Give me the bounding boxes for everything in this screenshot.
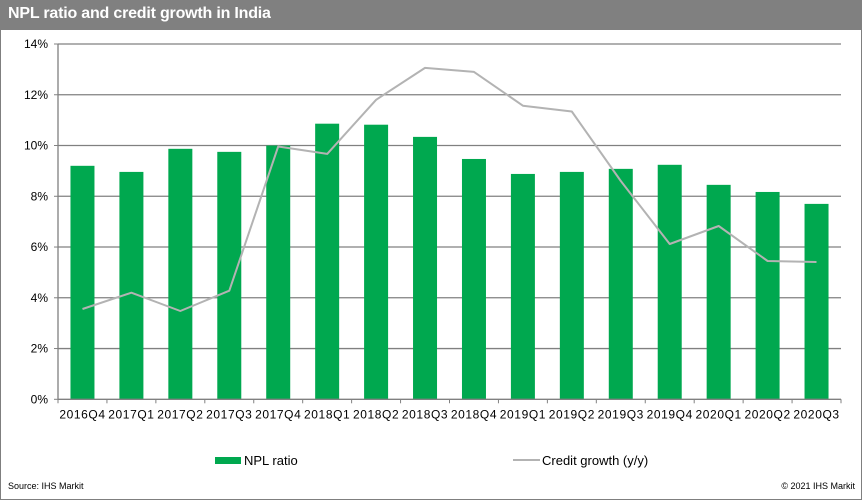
x-tick-label: 2018Q1 xyxy=(304,407,350,421)
y-tick-label: 2% xyxy=(31,342,49,356)
x-axis-labels: 2016Q4 2017Q1 2017Q2 2017Q3 2017Q4 2018Q1 2018… xyxy=(59,407,839,421)
bar-2016q4 xyxy=(70,165,95,400)
y-tick-label: 4% xyxy=(31,291,49,305)
y-axis-labels: 0% 2% 4% 6% 8% 10% 12% 14% xyxy=(24,37,48,406)
chart-title: NPL ratio and credit growth in India xyxy=(8,5,271,22)
bar-2018q1 xyxy=(315,123,340,400)
x-tick-label: 2017Q3 xyxy=(206,407,252,421)
y-tick-label: 8% xyxy=(31,189,49,203)
bar-2018q3 xyxy=(413,136,438,400)
line-series xyxy=(82,66,817,312)
bar-2018q2 xyxy=(364,124,389,400)
x-tick-label: 2017Q1 xyxy=(108,407,154,421)
y-tick-label: 12% xyxy=(24,88,48,102)
y-tick-label: 6% xyxy=(31,240,49,254)
x-tick-label: 2019Q3 xyxy=(598,407,644,421)
legend-label-credit-growth: Credit growth (y/y) xyxy=(542,453,648,468)
chart-header: NPL ratio and credit growth in India xyxy=(0,0,862,30)
x-tick-label: 2017Q4 xyxy=(255,407,301,421)
bar-2019q4 xyxy=(657,164,682,400)
source-note: Source: IHS Markit xyxy=(8,481,84,491)
axes xyxy=(57,44,842,404)
bar-series xyxy=(70,123,829,400)
x-tick-label: 2020Q2 xyxy=(744,407,790,421)
bar-2017q1 xyxy=(119,171,144,400)
legend-label-npl-ratio: NPL ratio xyxy=(244,453,298,468)
bar-2020q2 xyxy=(755,191,780,400)
x-tick-label: 2017Q2 xyxy=(157,407,203,421)
x-tick-label: 2019Q2 xyxy=(549,407,595,421)
legend-swatch-npl-ratio xyxy=(215,457,241,464)
bar-2019q3 xyxy=(608,168,633,400)
legend: NPL ratio Credit growth (y/y) xyxy=(215,453,648,468)
y-tick-label: 10% xyxy=(24,139,48,153)
y-tick-label: 0% xyxy=(31,392,49,406)
bar-2017q4 xyxy=(266,145,291,400)
x-tick-label: 2020Q1 xyxy=(696,407,742,421)
x-tick-label: 2019Q4 xyxy=(647,407,693,421)
x-tick-label: 2018Q4 xyxy=(451,407,497,421)
credit-growth-line xyxy=(82,66,817,312)
bar-2020q3 xyxy=(804,203,829,400)
x-tick-label: 2016Q4 xyxy=(59,407,105,421)
x-tick-label: 2018Q2 xyxy=(353,407,399,421)
y-tick-label: 14% xyxy=(24,37,48,51)
bar-2017q2 xyxy=(168,148,193,400)
x-tick-label: 2020Q3 xyxy=(793,407,839,421)
bar-2017q3 xyxy=(217,151,242,400)
bar-2019q2 xyxy=(559,171,584,400)
bar-2018q4 xyxy=(461,158,486,400)
bar-2019q1 xyxy=(510,173,535,400)
copyright-note: © 2021 IHS Markit xyxy=(781,481,855,491)
x-tick-label: 2018Q3 xyxy=(402,407,448,421)
bar-2020q1 xyxy=(706,184,731,400)
x-tick-label: 2019Q1 xyxy=(500,407,546,421)
